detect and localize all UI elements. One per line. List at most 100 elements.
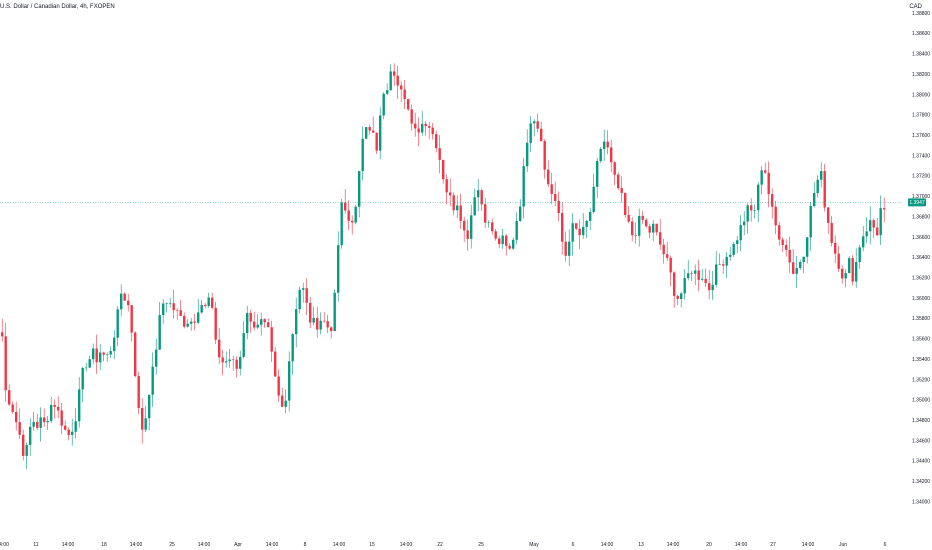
candle-body xyxy=(862,236,865,248)
x-tick-label: 14:00 xyxy=(400,542,413,548)
x-tick-label: 13 xyxy=(638,542,644,548)
candle-body xyxy=(515,220,518,240)
candle-body xyxy=(662,244,665,255)
candle-body xyxy=(445,179,448,193)
candle-body xyxy=(15,411,18,423)
candle-body xyxy=(141,407,144,430)
x-tick-label: 8 xyxy=(304,542,307,548)
candle-body xyxy=(781,239,784,245)
candle-body xyxy=(767,172,770,195)
candle-body xyxy=(274,351,277,377)
y-tick-label: 1.36600 xyxy=(912,235,930,241)
y-tick-label: 1.37200 xyxy=(912,174,930,180)
candle-body xyxy=(687,273,690,279)
candle-body xyxy=(46,420,49,423)
candle-body xyxy=(109,351,112,355)
x-tick-label: 14:00 xyxy=(802,542,815,548)
candle-body xyxy=(543,140,546,170)
candle-body xyxy=(116,309,119,338)
candle-body xyxy=(368,127,371,131)
candle-body xyxy=(102,352,105,355)
candle-body xyxy=(358,171,361,207)
x-tick-label: 11 xyxy=(33,542,38,548)
candle-body xyxy=(851,258,854,282)
candle-body xyxy=(571,223,574,242)
candle-body xyxy=(190,321,193,324)
candle-body xyxy=(375,132,378,151)
candle-body xyxy=(631,221,634,236)
y-tick-label: 1.34600 xyxy=(912,438,930,444)
candle-body xyxy=(522,166,525,207)
x-tick-label: 25 xyxy=(478,542,484,548)
y-tick-label: 1.35400 xyxy=(912,357,930,363)
candle-body xyxy=(214,307,217,340)
candle-body xyxy=(596,161,599,187)
candle-body xyxy=(155,349,158,367)
candle-body xyxy=(50,404,53,421)
x-tick-label: 20 xyxy=(706,542,712,548)
candle-body xyxy=(701,278,704,280)
candle-body xyxy=(487,222,490,224)
candle-body xyxy=(550,184,553,194)
candle-body xyxy=(729,254,732,257)
y-tick-label: 1.34800 xyxy=(912,418,930,424)
candle-body xyxy=(270,327,273,352)
candle-body xyxy=(39,417,42,428)
candle-body xyxy=(582,226,585,236)
candle-body xyxy=(669,257,672,273)
candle-body xyxy=(78,389,81,422)
candle-body xyxy=(519,206,522,221)
candle-body xyxy=(757,184,760,211)
candle-body xyxy=(739,225,742,241)
y-tick-label: 1.36400 xyxy=(912,255,930,261)
candle-body xyxy=(291,334,294,362)
x-tick-label: Apr xyxy=(234,542,242,548)
candle-body xyxy=(620,188,623,193)
candle-body xyxy=(683,278,686,294)
y-tick-label: 1.35000 xyxy=(912,398,930,404)
candle-body xyxy=(673,272,676,296)
candle-body xyxy=(526,142,529,167)
candle-body xyxy=(659,232,662,245)
candle-body xyxy=(841,268,844,279)
candle-body xyxy=(512,239,515,249)
candle-body xyxy=(533,121,536,124)
candle-body xyxy=(165,303,168,304)
candle-body xyxy=(64,425,67,430)
candle-body xyxy=(99,352,102,363)
candle-body xyxy=(442,159,445,180)
x-tick-label: 6 xyxy=(884,542,887,548)
candle-body xyxy=(816,179,819,194)
candle-body xyxy=(704,278,707,284)
candle-body xyxy=(848,258,851,274)
candle-body xyxy=(365,127,368,139)
candle-body xyxy=(652,223,655,233)
candles-group xyxy=(1,63,886,470)
candle-body xyxy=(386,90,389,94)
x-tick-label: 15 xyxy=(369,542,375,548)
candle-body xyxy=(680,293,683,300)
y-tick-label: 1.38800 xyxy=(912,11,930,17)
candle-body xyxy=(771,194,774,207)
candle-body xyxy=(95,348,98,363)
candle-body xyxy=(309,302,312,323)
candle-body xyxy=(344,202,347,211)
candle-body xyxy=(666,254,669,258)
candle-body xyxy=(204,304,207,307)
candle-body xyxy=(655,223,658,233)
candle-body xyxy=(249,312,252,322)
candle-body xyxy=(820,171,823,180)
candle-body xyxy=(169,303,172,304)
candle-body xyxy=(382,93,385,116)
candle-body xyxy=(407,99,410,110)
candle-body xyxy=(883,208,886,210)
candle-body xyxy=(711,284,714,291)
y-tick-label: 1.38400 xyxy=(912,52,930,58)
candle-body xyxy=(610,147,613,163)
y-tick-label: 1.34200 xyxy=(912,479,930,485)
x-tick-label: 18 xyxy=(101,542,107,548)
candle-body xyxy=(802,256,805,262)
y-tick-label: 1.37000 xyxy=(912,194,930,200)
candle-body xyxy=(232,359,235,361)
